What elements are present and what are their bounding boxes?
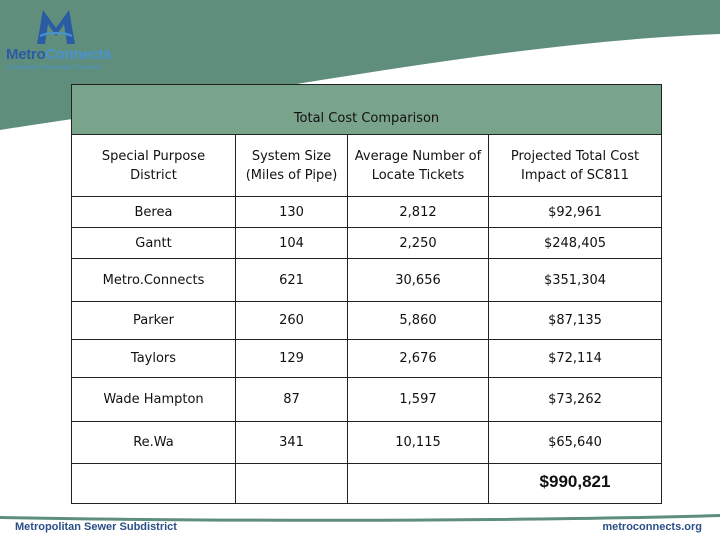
cost-comparison-table: Total Cost Comparison Special Purpose Dis… — [71, 84, 662, 504]
miles-cell: 87 — [235, 377, 348, 422]
cost-cell: $92,961 — [488, 196, 662, 228]
district-cell: Metro.Connects — [71, 258, 236, 302]
cost-cell: $65,640 — [488, 421, 662, 464]
table-title: Total Cost Comparison — [71, 84, 662, 135]
table-row: Parker 260 5,860 $87,135 — [71, 301, 662, 340]
metro-m-icon — [37, 10, 75, 44]
cost-cell: $72,114 — [488, 339, 662, 378]
tickets-cell: 30,656 — [347, 258, 489, 302]
table-row: Wade Hampton 87 1,597 $73,262 — [71, 377, 662, 422]
tickets-cell: 5,860 — [347, 301, 489, 340]
district-cell: Re.Wa — [71, 421, 236, 464]
district-cell: Gantt — [71, 227, 236, 259]
district-cell: Taylors — [71, 339, 236, 378]
header-locate-tickets: Average Number of Locate Tickets — [347, 134, 489, 197]
tickets-cell: 2,812 — [347, 196, 489, 228]
tickets-cell: 1,597 — [347, 377, 489, 422]
footer-swoosh — [0, 514, 720, 522]
table-row: Taylors 129 2,676 $72,114 — [71, 339, 662, 378]
brand-logo: MetroConnects Sustainable Wastewater Sol… — [6, 6, 116, 72]
total-row: $990,821 — [71, 463, 662, 504]
tickets-cell: 10,115 — [347, 421, 489, 464]
table-row: Metro.Connects 621 30,656 $351,304 — [71, 258, 662, 302]
total-cost: $990,821 — [488, 463, 662, 504]
cost-cell: $248,405 — [488, 227, 662, 259]
miles-cell: 104 — [235, 227, 348, 259]
cost-cell: $87,135 — [488, 301, 662, 340]
table-row: Berea 130 2,812 $92,961 — [71, 196, 662, 228]
tickets-cell: 2,676 — [347, 339, 489, 378]
table-row: Re.Wa 341 10,115 $65,640 — [71, 421, 662, 464]
table-header-row: Special Purpose District System Size (Mile… — [71, 134, 662, 197]
miles-cell: 621 — [235, 258, 348, 302]
empty-cell — [347, 463, 489, 504]
cost-cell: $73,262 — [488, 377, 662, 422]
brand-wordmark: MetroConnects — [6, 46, 112, 63]
table-row: Gantt 104 2,250 $248,405 — [71, 227, 662, 259]
tickets-cell: 2,250 — [347, 227, 489, 259]
empty-cell — [235, 463, 348, 504]
district-cell: Wade Hampton — [71, 377, 236, 422]
district-cell: Parker — [71, 301, 236, 340]
district-cell: Berea — [71, 196, 236, 228]
brand-tagline: Sustainable Wastewater Solutions — [7, 65, 102, 71]
miles-cell: 341 — [235, 421, 348, 464]
empty-cell — [71, 463, 236, 504]
miles-cell: 260 — [235, 301, 348, 340]
footer-subdistrict: Metropolitan Sewer Subdistrict — [15, 521, 177, 533]
header-district: Special Purpose District — [71, 134, 236, 197]
cost-cell: $351,304 — [488, 258, 662, 302]
header-system-size: System Size (Miles of Pipe) — [235, 134, 348, 197]
miles-cell: 129 — [235, 339, 348, 378]
header-projected-cost: Projected Total Cost Impact of SC811 — [488, 134, 662, 197]
footer-website: metroconnects.org — [602, 521, 702, 533]
miles-cell: 130 — [235, 196, 348, 228]
